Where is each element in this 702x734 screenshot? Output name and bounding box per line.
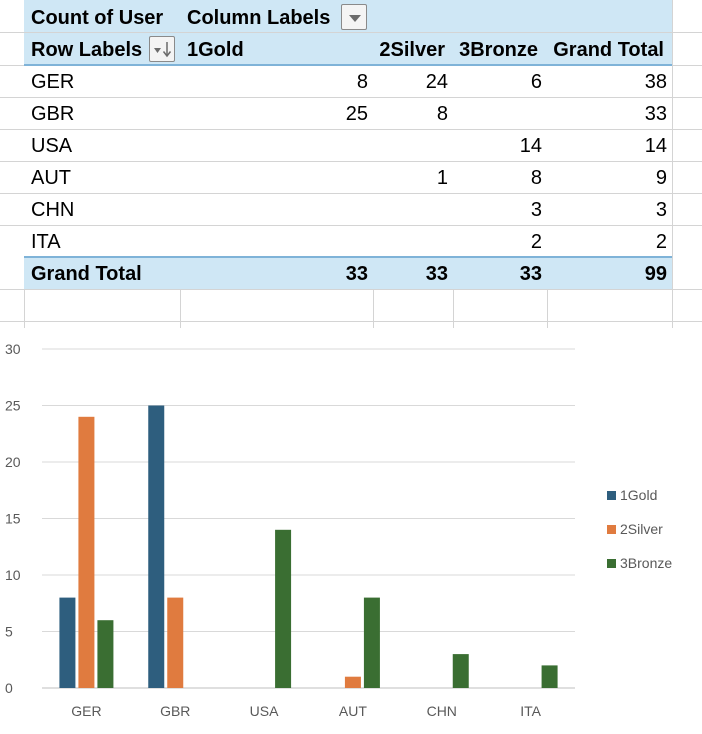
legend-swatch-2silver [607,525,616,534]
y-tick-label: 20 [5,454,21,470]
legend-swatch-1gold [607,491,616,500]
table-cell: 25 [345,103,368,125]
table-cell [187,162,368,194]
row-label: GER [31,71,75,93]
bar-3bronze-aut[interactable] [363,597,380,688]
table-cell: 14 [519,135,542,157]
pivot-corner-label: Count of User [31,7,164,29]
y-tick-label: 0 [5,680,13,696]
bar-2silver-gbr[interactable] [167,597,184,688]
bar-1gold-gbr[interactable] [148,405,165,689]
grand-total-cell: 99 [644,263,667,285]
table-cell [187,226,368,258]
table-cell: 1 [436,167,448,189]
dropdown-arrow-icon [349,15,361,22]
row-label: USA [31,135,73,157]
grand-total-cell: 33 [519,263,542,285]
x-tick-label: GER [71,703,101,719]
table-cell: 14 [644,135,667,157]
y-tick-label: 5 [5,624,13,640]
grand-total-label: Grand Total [31,263,142,285]
row-label: AUT [31,167,71,189]
table-cell [373,130,448,162]
table-cell: 9 [655,167,667,189]
y-tick-label: 30 [5,341,21,357]
table-cell [373,226,448,258]
pivot-table: Count of User Column Labels Row Labels 1… [0,0,702,328]
table-cell [187,130,368,162]
table-cell: 38 [644,71,667,93]
bar-2silver-aut[interactable] [344,676,361,688]
table-cell: 8 [356,71,368,93]
bar-2silver-ger[interactable] [78,416,95,688]
table-cell: 3 [530,199,542,221]
bar-3bronze-ita[interactable] [541,665,558,688]
row-label: GBR [31,103,75,125]
pivot-total-band [24,257,672,289]
bar-3bronze-ger[interactable] [97,620,114,688]
table-cell: 3 [655,199,667,221]
row-labels-sort-filter-button[interactable] [149,36,175,62]
sort-filter-icon [154,42,172,58]
row-label: ITA [31,231,61,253]
x-tick-label: ITA [520,703,541,719]
legend-swatch-3bronze [607,559,616,568]
x-tick-label: USA [250,703,279,719]
x-tick-label: GBR [160,703,190,719]
table-cell: 2 [655,231,667,253]
y-tick-label: 10 [5,567,21,583]
bar-3bronze-chn[interactable] [452,654,469,688]
x-tick-label: CHN [427,703,457,719]
column-header-gold: 1Gold [187,39,244,61]
bar-1gold-ger[interactable] [59,597,76,688]
column-labels-filter-button[interactable] [341,4,367,30]
table-cell: 33 [644,103,667,125]
table-cell: 24 [425,71,448,93]
y-tick-label: 25 [5,398,21,414]
x-tick-label: AUT [339,703,367,719]
table-cell: 8 [436,103,448,125]
column-header-bronze: 3Bronze [459,39,538,61]
table-cell [187,194,368,226]
table-cell: 2 [530,231,542,253]
medal-bar-chart[interactable]: 0 5 10 15 20 25 30 GER GBR USA AUT CHN ITA 1Gold 2Silv… [0,328,702,734]
table-cell: 6 [530,71,542,93]
legend-label-1gold[interactable]: 1Gold [620,487,657,503]
column-header-silver: 2Silver [379,39,445,61]
table-cell: 8 [530,167,542,189]
y-tick-label: 15 [5,511,21,527]
grand-total-cell: 33 [345,263,368,285]
legend-label-3bronze[interactable]: 3Bronze [620,555,672,571]
table-cell [373,194,448,226]
table-cell [453,98,542,130]
row-labels-heading: Row Labels [31,39,143,61]
grand-total-cell: 33 [425,263,448,285]
row-label: CHN [31,199,75,221]
legend-label-2silver[interactable]: 2Silver [620,521,663,537]
column-labels-heading: Column Labels [187,7,331,29]
column-header-grand-total: Grand Total [553,39,664,61]
bar-3bronze-usa[interactable] [275,529,292,688]
